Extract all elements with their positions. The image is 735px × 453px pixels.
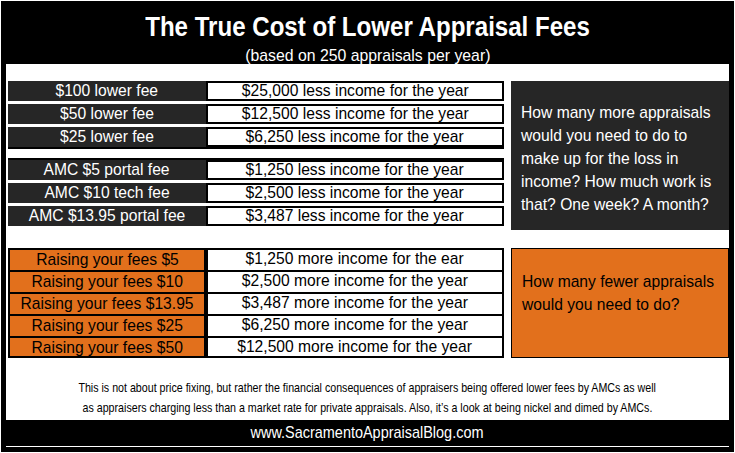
table-row: Raising your fees $50 $12,500 more incom… — [8, 336, 504, 358]
fee-label-cell: Raising your fees $50 — [8, 336, 206, 358]
header: The True Cost of Lower Appraisal Fees (b… — [6, 6, 729, 64]
income-value-cell: $6,250 less income for the year — [206, 127, 504, 147]
disclaimer: This is not about price fixing, but rath… — [0, 377, 735, 417]
table-row: Raising your fees $13.95 $3,487 more inc… — [8, 292, 504, 314]
gain-table: Raising your fees $5 $1,250 more income … — [8, 248, 504, 358]
fee-label-cell: $100 lower fee — [8, 81, 206, 101]
gain-note: How many fewer appraisals would you need… — [511, 248, 729, 358]
income-value-cell: $12,500 more income for the year — [206, 336, 504, 358]
income-value-cell: $2,500 less income for the year — [206, 183, 504, 203]
fee-label-cell: $25 lower fee — [8, 127, 206, 147]
fee-label-cell: Raising your fees $25 — [8, 314, 206, 336]
page-title: The True Cost of Lower Appraisal Fees — [6, 11, 729, 46]
fee-label-cell: Raising your fees $13.95 — [8, 292, 206, 314]
income-value-cell: $1,250 more income for the ear — [206, 248, 504, 270]
loss-note: How many more appraisals would you need … — [511, 81, 729, 230]
fee-label-cell: AMC $13.95 portal fee — [8, 206, 206, 226]
disclaimer-line: as appraisers charging less than a marke… — [0, 397, 735, 417]
fee-label-cell: AMC $10 tech fee — [8, 183, 206, 203]
income-value-cell: $2,500 more income for the year — [206, 270, 504, 292]
income-value-cell: $1,250 less income for the year — [206, 160, 504, 180]
table-row: $25 lower fee $6,250 less income for the… — [8, 127, 504, 147]
fee-label-cell: AMC $5 portal fee — [8, 160, 206, 180]
table-row: Raising your fees $10 $2,500 more income… — [8, 270, 504, 292]
table-row: $100 lower fee $25,000 less income for t… — [8, 81, 504, 101]
fee-label-cell: Raising your fees $10 — [8, 270, 206, 292]
disclaimer-line: This is not about price fixing, but rath… — [0, 377, 735, 397]
income-value-cell: $3,487 more income for the year — [206, 292, 504, 314]
footer-bar: www.SacramentoAppraisalBlog.com — [6, 420, 729, 446]
page-subtitle: (based on 250 appraisals per year) — [6, 46, 729, 66]
table-row: AMC $5 portal fee $1,250 less income for… — [8, 160, 504, 180]
fee-label-cell: $50 lower fee — [8, 104, 206, 124]
income-value-cell: $12,500 less income for the year — [206, 104, 504, 124]
table-row: AMC $13.95 portal fee $3,487 less income… — [8, 206, 504, 226]
table-row: $50 lower fee $12,500 less income for th… — [8, 104, 504, 124]
fee-label-cell: Raising your fees $5 — [8, 248, 206, 270]
income-value-cell: $6,250 more income for the year — [206, 314, 504, 336]
loss-table: $100 lower fee $25,000 less income for t… — [8, 81, 504, 229]
table-row: Raising your fees $25 $6,250 more income… — [8, 314, 504, 336]
infographic-page: The True Cost of Lower Appraisal Fees (b… — [0, 0, 735, 453]
footer-url: www.SacramentoAppraisalBlog.com — [251, 420, 484, 446]
table-row: AMC $10 tech fee $2,500 less income for … — [8, 183, 504, 203]
income-value-cell: $25,000 less income for the year — [206, 81, 504, 101]
table-spacer-row — [8, 147, 504, 160]
table-row: Raising your fees $5 $1,250 more income … — [8, 248, 504, 270]
income-value-cell: $3,487 less income for the year — [206, 206, 504, 226]
